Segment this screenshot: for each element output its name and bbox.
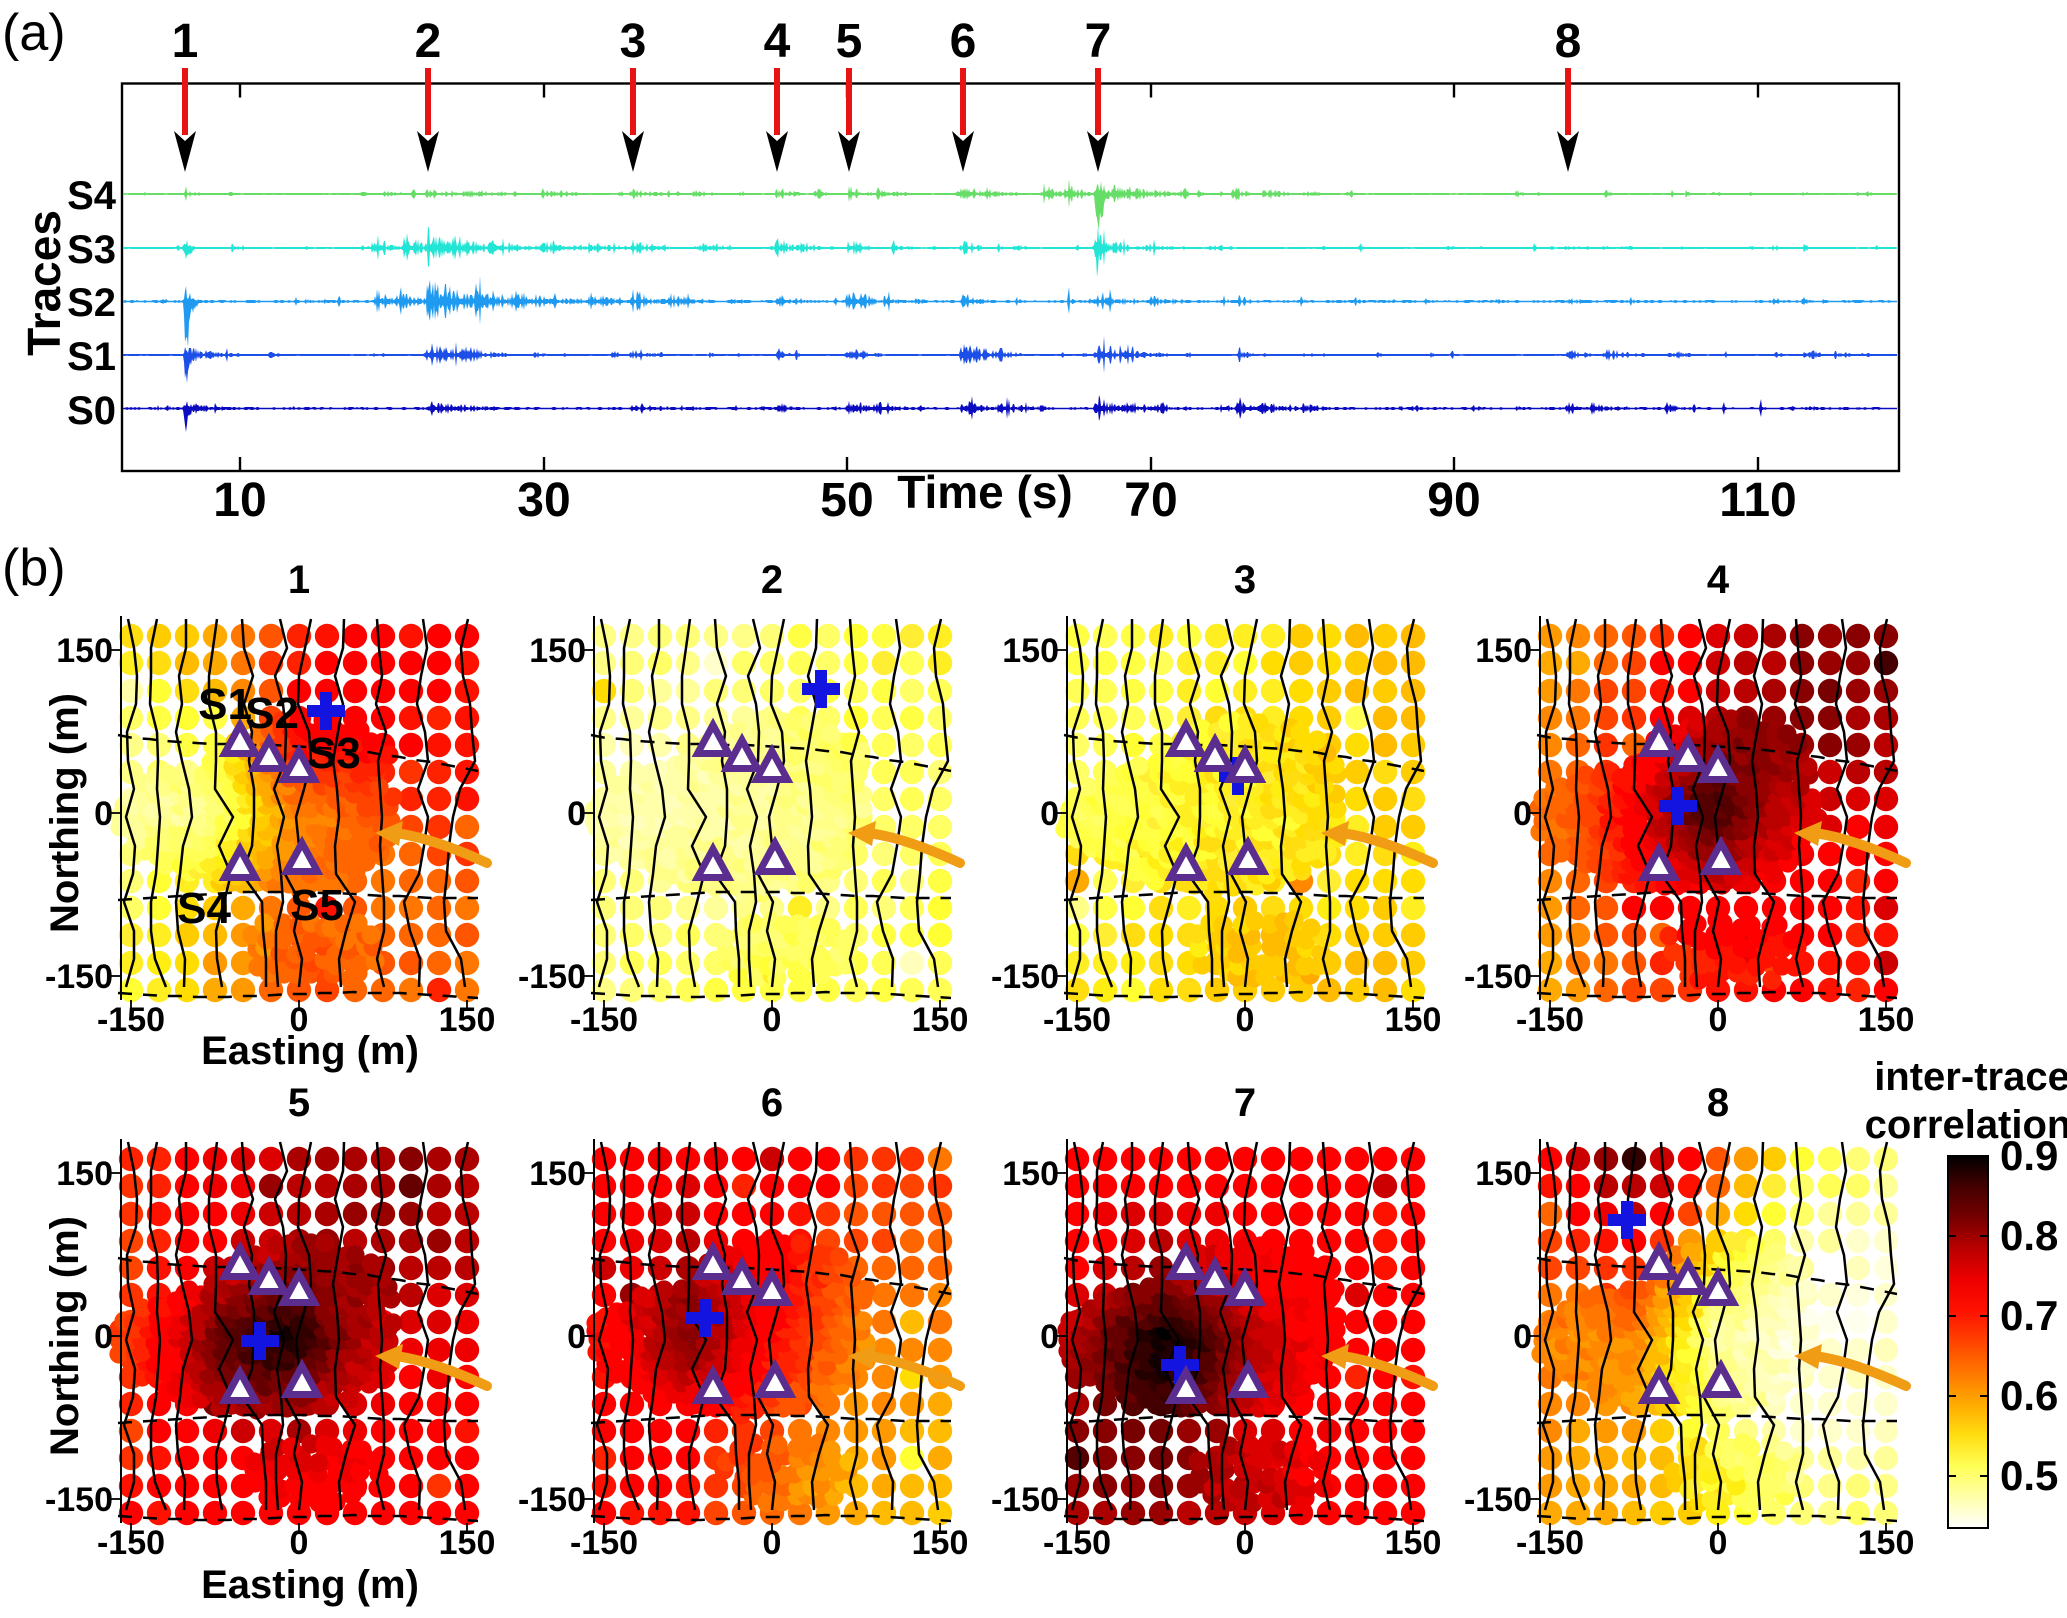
svg-text:S1: S1 bbox=[198, 680, 252, 729]
svg-text:30: 30 bbox=[517, 474, 570, 527]
svg-text:5: 5 bbox=[288, 1081, 310, 1125]
svg-text:4: 4 bbox=[764, 15, 791, 68]
svg-text:8: 8 bbox=[1555, 15, 1582, 68]
svg-text:10: 10 bbox=[213, 474, 266, 527]
svg-text:3: 3 bbox=[620, 15, 647, 68]
svg-text:S2: S2 bbox=[245, 689, 299, 738]
svg-text:90: 90 bbox=[1427, 474, 1480, 527]
svg-text:inter-trace: inter-trace bbox=[1874, 1055, 2067, 1099]
svg-text:7: 7 bbox=[1085, 15, 1112, 68]
svg-text:8: 8 bbox=[1707, 1081, 1729, 1125]
svg-text:0.6: 0.6 bbox=[2000, 1372, 2058, 1419]
svg-text:S0: S0 bbox=[67, 389, 116, 433]
svg-text:1: 1 bbox=[288, 558, 310, 602]
svg-text:6: 6 bbox=[950, 15, 977, 68]
svg-text:0.8: 0.8 bbox=[2000, 1212, 2058, 1259]
svg-text:Time (s): Time (s) bbox=[897, 466, 1073, 518]
svg-text:70: 70 bbox=[1124, 474, 1177, 527]
svg-text:S3: S3 bbox=[307, 729, 361, 778]
svg-text:0.9: 0.9 bbox=[2000, 1132, 2058, 1179]
svg-text:Easting (m): Easting (m) bbox=[201, 1563, 419, 1607]
svg-text:0.5: 0.5 bbox=[2000, 1452, 2058, 1499]
svg-text:7: 7 bbox=[1234, 1081, 1256, 1125]
svg-text:(b): (b) bbox=[2, 539, 66, 597]
svg-text:6: 6 bbox=[761, 1081, 783, 1125]
svg-text:4: 4 bbox=[1707, 558, 1730, 602]
svg-text:3: 3 bbox=[1234, 558, 1256, 602]
svg-text:0.7: 0.7 bbox=[2000, 1292, 2058, 1339]
svg-text:S5: S5 bbox=[290, 881, 344, 930]
svg-text:S2: S2 bbox=[67, 281, 116, 325]
svg-text:Northing (m): Northing (m) bbox=[43, 1216, 87, 1456]
svg-text:S1: S1 bbox=[67, 335, 116, 379]
svg-text:5: 5 bbox=[836, 15, 863, 68]
svg-text:Traces: Traces bbox=[18, 210, 70, 356]
svg-text:correlation: correlation bbox=[1865, 1103, 2067, 1147]
svg-text:Northing (m): Northing (m) bbox=[43, 693, 87, 933]
svg-text:S3: S3 bbox=[67, 228, 116, 272]
svg-text:S4: S4 bbox=[67, 174, 117, 218]
svg-text:110: 110 bbox=[1719, 474, 1796, 527]
svg-text:(a): (a) bbox=[2, 4, 66, 62]
svg-text:S4: S4 bbox=[177, 884, 231, 933]
svg-text:Easting (m): Easting (m) bbox=[201, 1029, 419, 1073]
svg-text:2: 2 bbox=[761, 558, 783, 602]
svg-text:2: 2 bbox=[415, 15, 442, 68]
svg-text:1: 1 bbox=[172, 15, 199, 68]
svg-text:50: 50 bbox=[820, 474, 873, 527]
